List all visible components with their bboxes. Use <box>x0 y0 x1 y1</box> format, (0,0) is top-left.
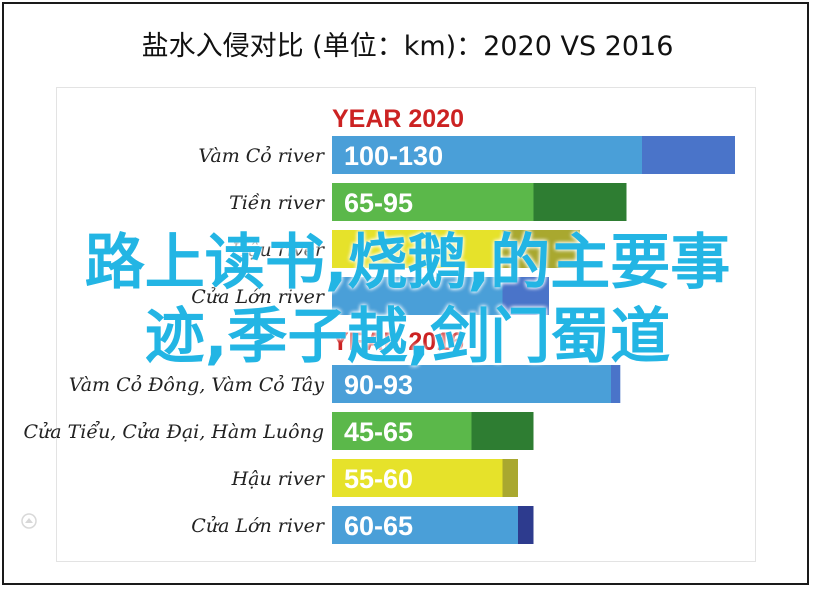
data-label-0-1: 65-95 <box>344 188 413 218</box>
data-label-1-2: 55-60 <box>344 464 413 494</box>
data-label-1-0: 90-93 <box>344 370 413 400</box>
category-label-1-2: Hậu river <box>231 468 326 490</box>
category-label-0-2: Hậu river <box>231 239 326 261</box>
bar-low-0-2 <box>332 230 503 268</box>
bar-high-1-0 <box>611 365 621 403</box>
watermark-icon <box>21 513 37 529</box>
page-title: 盐水入侵对比 (单位：km)：2020 VS 2016 <box>141 31 674 62</box>
year-title-1: YEAR 2016 <box>332 328 464 356</box>
bar-low-1-2 <box>332 459 503 497</box>
bar-low-1-1 <box>332 412 472 450</box>
year-title-0: YEAR 2020 <box>332 105 464 133</box>
overlay-text-line-2: 迹,季子越,剑门蜀道 <box>144 302 671 372</box>
bar-low-0-1 <box>332 183 534 221</box>
data-label-1-3: 60-65 <box>344 511 413 541</box>
bar-high-1-2 <box>502 459 518 497</box>
bar-low-1-0 <box>332 365 611 403</box>
bar-low-0-0 <box>332 136 642 174</box>
category-label-0-3: Cửa Lớn river <box>191 286 326 308</box>
category-label-0-0: Vàm Cỏ river <box>198 145 326 167</box>
data-label-1-1: 45-65 <box>344 417 413 447</box>
bar-high-1-3 <box>518 506 534 544</box>
bar-high-1-1 <box>471 412 534 450</box>
bar-high-0-2 <box>502 230 580 268</box>
category-label-1-3: Cửa Lớn river <box>191 515 326 537</box>
category-label-1-0: Vàm Cỏ Đông, Vàm Cỏ Tây <box>69 374 325 396</box>
bar-high-0-0 <box>642 136 735 174</box>
overlay-text-line-1: 路上读书,烧鹅,的主要事 <box>84 228 731 298</box>
bar-low-1-3 <box>332 506 518 544</box>
data-label-0-0: 100-130 <box>344 141 443 171</box>
chart-panel <box>56 87 756 562</box>
bar-high-0-3 <box>502 277 549 315</box>
category-label-0-1: Tiền river <box>229 192 326 214</box>
bar-low-0-3 <box>332 277 503 315</box>
bar-high-0-1 <box>533 183 627 221</box>
category-label-1-1: Cửa Tiểu, Cửa Đại, Hàm Luông <box>23 421 324 443</box>
